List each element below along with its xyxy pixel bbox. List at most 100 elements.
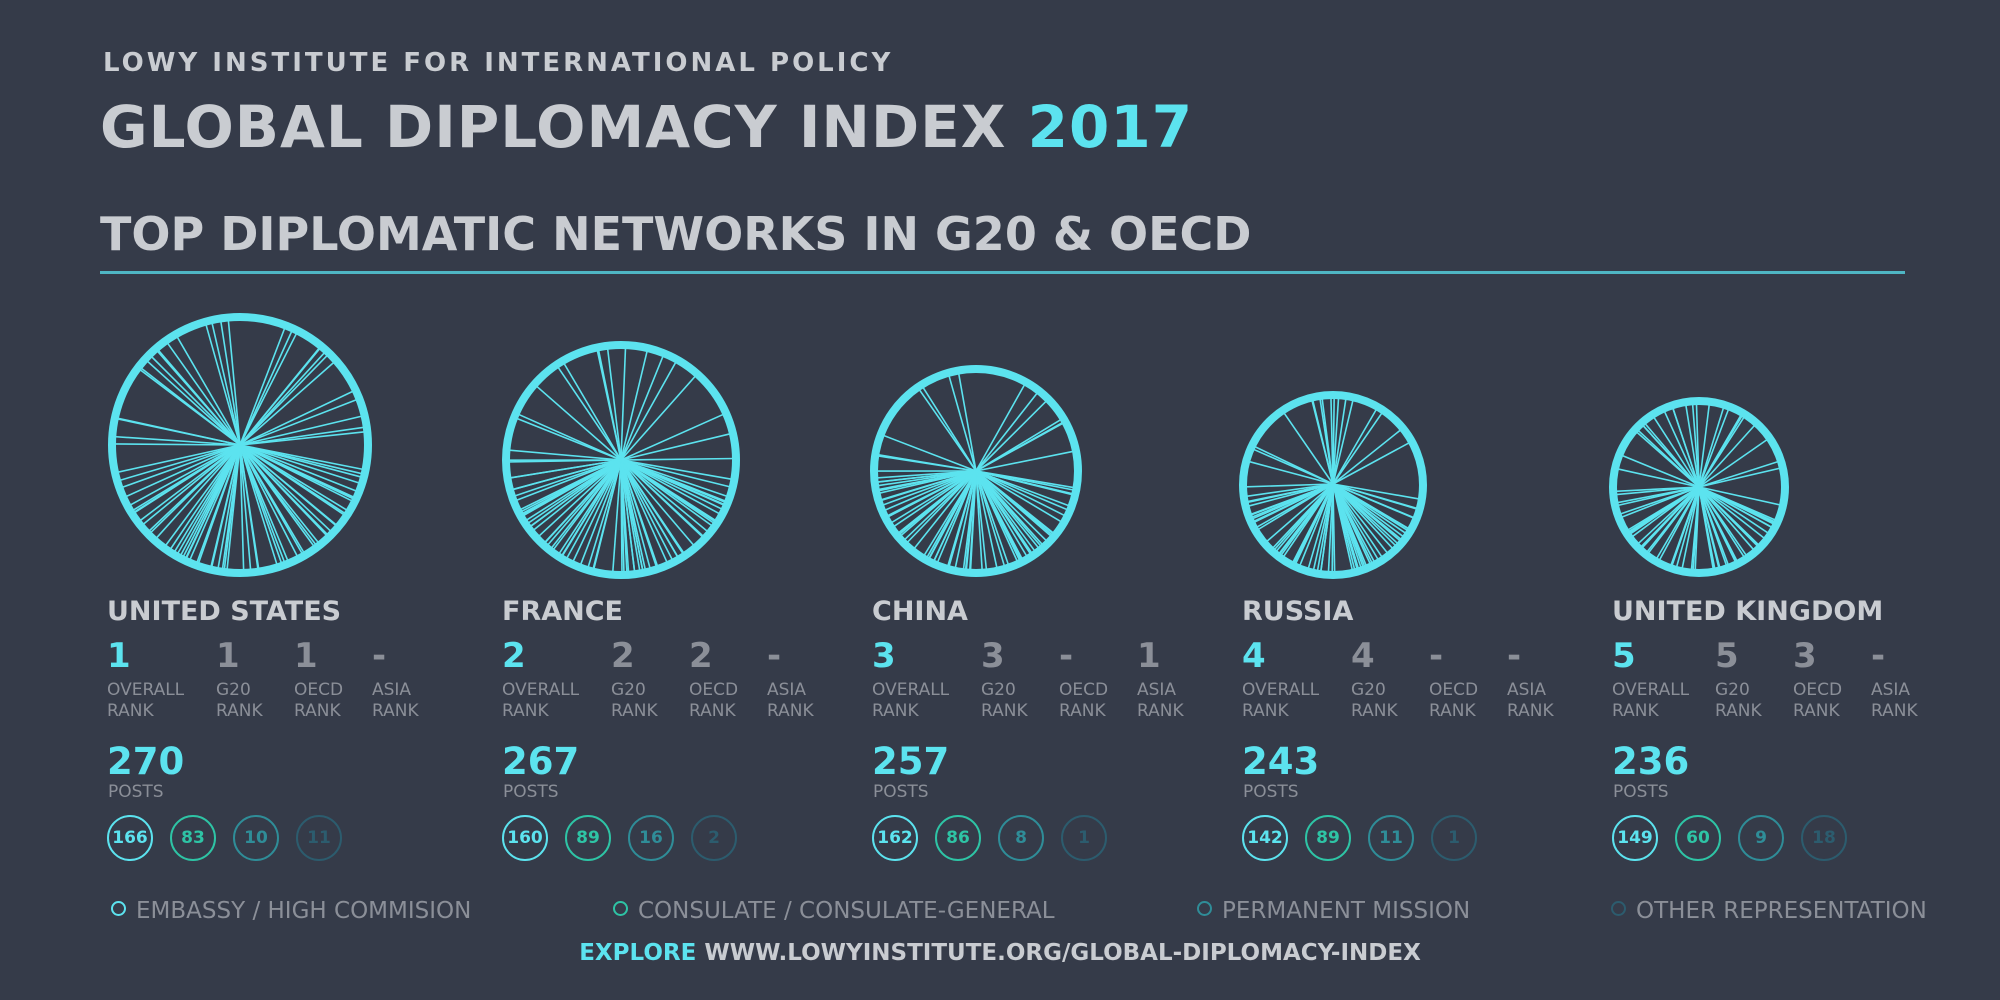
network-link	[620, 459, 686, 557]
network-link	[239, 430, 368, 446]
overall-rank-value: 2	[502, 636, 526, 676]
network-ring	[502, 341, 740, 579]
asia-rank-value: 1	[1137, 636, 1161, 676]
network-link	[620, 412, 727, 461]
network-link	[620, 459, 680, 560]
network-link	[114, 444, 241, 474]
network-link	[195, 444, 241, 566]
network-link	[1619, 453, 1700, 488]
network-link	[975, 470, 999, 571]
network-link	[1332, 483, 1409, 536]
country-card-united-states: UNITED STATES 1 OVERALL RANK 1 G20 RANK 1 …	[100, 300, 470, 861]
network-link	[1698, 486, 1784, 507]
network-link	[513, 416, 622, 461]
network-link	[1245, 483, 1334, 508]
network-link	[1639, 486, 1700, 551]
network-link	[1281, 483, 1334, 560]
page-title: GLOBAL DIPLOMACY INDEX 2017	[100, 93, 1193, 161]
consulate-count-badge: 89	[565, 815, 611, 861]
oecd-rank: - OECD RANK	[1059, 638, 1139, 722]
other-count-badge: 1	[1431, 815, 1477, 861]
network-link	[1332, 483, 1396, 552]
overall-rank: 1 OVERALL RANK	[107, 638, 187, 722]
network-link	[172, 444, 241, 555]
network-link	[975, 470, 1068, 518]
mission-count-badge: 10	[233, 815, 279, 861]
network-link	[975, 450, 1077, 472]
explore-url[interactable]: WWW.LOWYINSTITUTE.ORG/GLOBAL-DIPLOMACY-I…	[704, 940, 1421, 966]
asia-rank-label: ASIA RANK	[1507, 680, 1554, 721]
network-link	[975, 470, 1071, 512]
network-link	[239, 444, 300, 560]
network-link	[975, 470, 1050, 544]
oecd-rank-label: OECD RANK	[1793, 680, 1843, 721]
posts-count: 267	[502, 740, 580, 783]
network-link	[239, 444, 279, 568]
network-link	[1698, 486, 1721, 571]
network-link	[901, 470, 977, 543]
posts-count: 236	[1612, 740, 1690, 783]
network-link	[556, 459, 622, 557]
network-link	[1332, 483, 1390, 556]
oecd-rank: 3 OECD RANK	[1793, 638, 1873, 722]
network-link	[209, 444, 241, 570]
title-divider	[100, 271, 1905, 274]
network-link	[876, 470, 977, 495]
network-link	[1332, 483, 1360, 572]
network-link	[239, 444, 356, 501]
legend-mission: PERMANENT MISSION	[1197, 898, 1470, 924]
network-link	[1319, 483, 1334, 575]
network-link	[885, 470, 977, 519]
g20-rank-value: 5	[1715, 636, 1739, 676]
network-link	[1332, 427, 1404, 485]
network-link	[1662, 408, 1700, 488]
footer: EXPLORE WWW.LOWYINSTITUTE.ORG/GLOBAL-DIP…	[0, 940, 2000, 966]
network-link	[975, 470, 1065, 524]
asia-rank-value: -	[372, 636, 387, 676]
network-link	[1332, 410, 1385, 485]
network-link	[1614, 486, 1700, 504]
network-link	[620, 459, 636, 575]
network-link	[620, 373, 698, 461]
network-link	[564, 459, 622, 562]
title-year: 2017	[1027, 93, 1194, 161]
overall-rank-label: OVERALL RANK	[502, 680, 580, 721]
mission-legend-icon	[1197, 901, 1212, 916]
network-link	[1242, 483, 1334, 488]
oecd-rank-label: OECD RANK	[294, 680, 344, 721]
network-link	[1698, 486, 1768, 541]
overall-rank: 3 OVERALL RANK	[872, 638, 952, 722]
posts-label: POSTS	[873, 782, 929, 802]
network-link	[119, 444, 241, 490]
network-link	[620, 353, 665, 461]
network-link	[1694, 486, 1700, 573]
network-link	[1698, 422, 1758, 488]
oecd-rank: 1 OECD RANK	[294, 638, 374, 722]
consulate-count-badge: 60	[1675, 815, 1721, 861]
network-link	[925, 470, 977, 561]
network-graphic	[502, 341, 740, 579]
network-link	[1613, 486, 1700, 496]
network-link	[116, 444, 241, 482]
network-link	[555, 364, 622, 461]
oecd-rank-value: -	[1429, 636, 1444, 676]
network-link	[1332, 483, 1417, 520]
embassy-count-badge: 149	[1612, 815, 1658, 861]
posts-count: 257	[872, 740, 950, 783]
embassy-count-badge: 142	[1242, 815, 1288, 861]
oecd-rank-value: -	[1059, 636, 1074, 676]
network-link	[1332, 483, 1422, 501]
network-graphic	[870, 365, 1082, 577]
g20-rank-value: 4	[1351, 636, 1375, 676]
network-link	[1698, 486, 1777, 525]
network-link	[975, 398, 1049, 472]
consulate-count-badge: 89	[1305, 815, 1351, 861]
embassy-legend-icon	[111, 901, 126, 916]
posts-label: POSTS	[1243, 782, 1299, 802]
network-link	[509, 459, 622, 491]
network-ring	[108, 313, 372, 577]
network-link	[620, 459, 675, 563]
network-link	[1332, 483, 1336, 576]
embassy-count-badge: 160	[502, 815, 548, 861]
network-link	[1684, 401, 1700, 488]
